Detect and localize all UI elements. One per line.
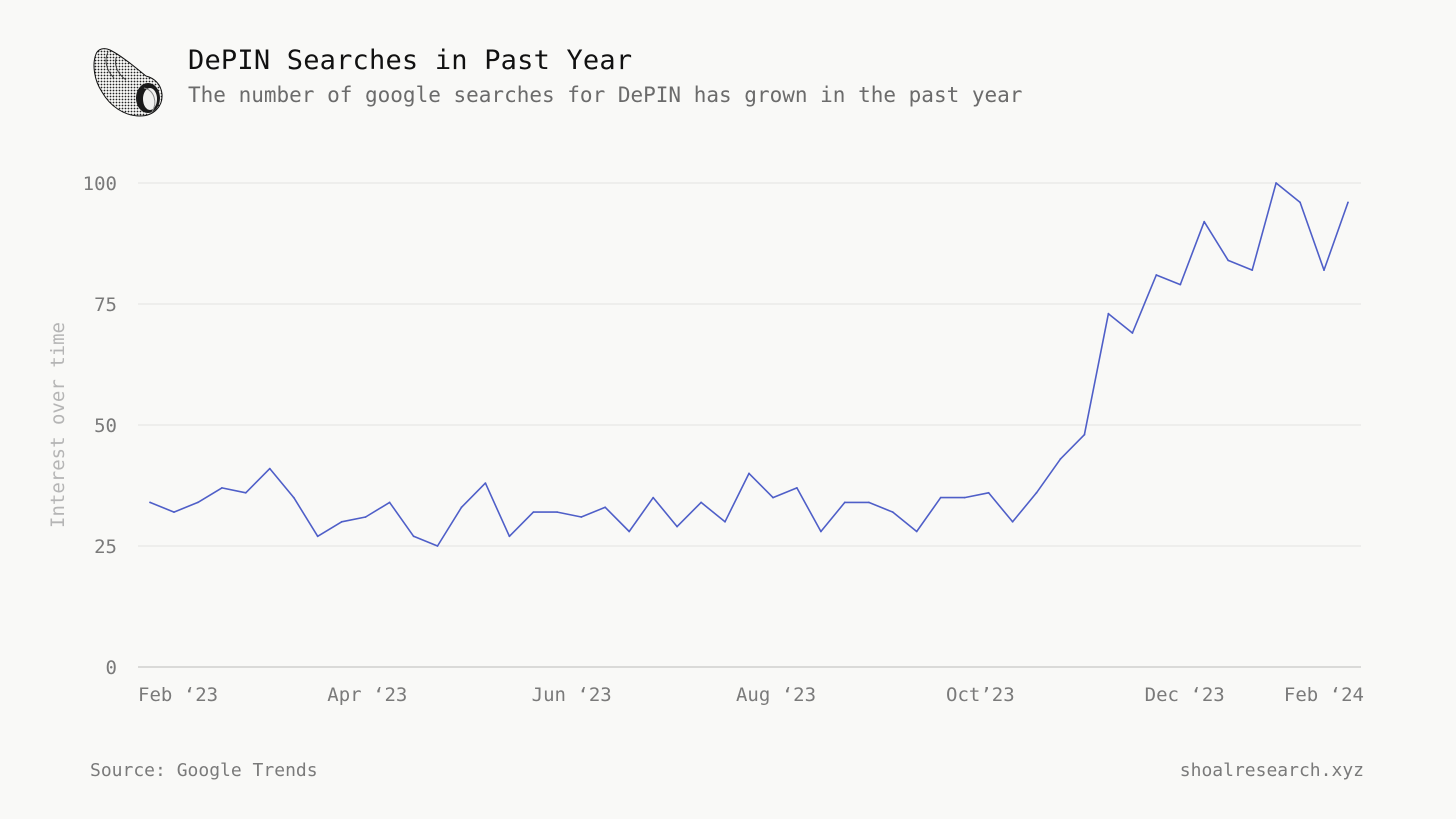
data-point [1083, 433, 1086, 436]
y-tick-label: 0 [106, 657, 117, 679]
chart-title: DePIN Searches in Past Year [188, 45, 633, 76]
data-point [412, 535, 415, 538]
data-point [484, 482, 487, 484]
data-point [1299, 201, 1301, 204]
data-point [316, 535, 319, 538]
seashell-logo-icon [93, 48, 163, 117]
x-tick-label: Jun ‘23 [532, 684, 612, 706]
data-point [1179, 283, 1182, 286]
data-point [1155, 274, 1158, 276]
data-point [748, 472, 750, 475]
data-point [340, 520, 343, 523]
x-tick-label: Apr ‘23 [327, 684, 407, 706]
data-point [915, 530, 918, 533]
data-point [700, 501, 702, 504]
data-point [173, 511, 175, 513]
data-point [1227, 259, 1230, 262]
x-tick-label: Aug ‘23 [736, 684, 816, 706]
series-line [149, 182, 1349, 547]
data-point [676, 525, 678, 528]
data-point [580, 516, 583, 518]
data-point [508, 535, 511, 538]
data-point [436, 545, 439, 547]
x-tick-label: Oct’23 [946, 684, 1015, 706]
data-point [652, 496, 655, 499]
data-point [532, 511, 535, 513]
data-point [820, 530, 822, 533]
data-point [628, 530, 631, 533]
data-point [460, 506, 463, 509]
data-point [1011, 520, 1014, 523]
data-point [604, 506, 607, 509]
data-point [364, 516, 367, 518]
y-axis-label: Interest over time [47, 322, 69, 528]
data-point [556, 511, 559, 513]
chart-subtitle: The number of google searches for DePIN … [188, 83, 1023, 107]
x-tick-label: Feb ‘24 [1284, 684, 1364, 706]
data-point [197, 501, 199, 504]
x-tick-label: Dec ‘23 [1145, 684, 1225, 706]
data-point [796, 487, 798, 489]
source-note: Source: Google Trends [90, 760, 318, 781]
data-point [843, 501, 846, 504]
data-point [244, 491, 247, 494]
data-point [1251, 269, 1254, 271]
y-tick-label: 25 [94, 536, 117, 558]
data-point [1323, 269, 1325, 271]
data-point [149, 501, 151, 504]
site-credit: shoalresearch.xyz [1179, 760, 1364, 781]
data-point [1275, 182, 1277, 184]
data-point [1347, 201, 1349, 204]
data-point [939, 496, 942, 499]
y-tick-label: 100 [83, 173, 117, 195]
data-point [987, 491, 990, 494]
x-tick-label: Feb ‘23 [138, 684, 218, 706]
data-point [891, 511, 894, 513]
data-point [867, 501, 870, 504]
data-point [388, 501, 391, 504]
data-point [724, 520, 726, 523]
data-point [1035, 491, 1038, 494]
data-point [963, 496, 966, 499]
y-tick-label: 50 [94, 415, 117, 437]
data-point [268, 467, 271, 470]
data-point [1107, 312, 1110, 315]
data-point [1059, 458, 1062, 460]
data-point [1131, 332, 1134, 334]
data-point [292, 496, 295, 499]
data-point [221, 487, 223, 489]
y-tick-label: 75 [94, 294, 117, 316]
data-point [1203, 220, 1206, 223]
data-point [772, 496, 774, 499]
